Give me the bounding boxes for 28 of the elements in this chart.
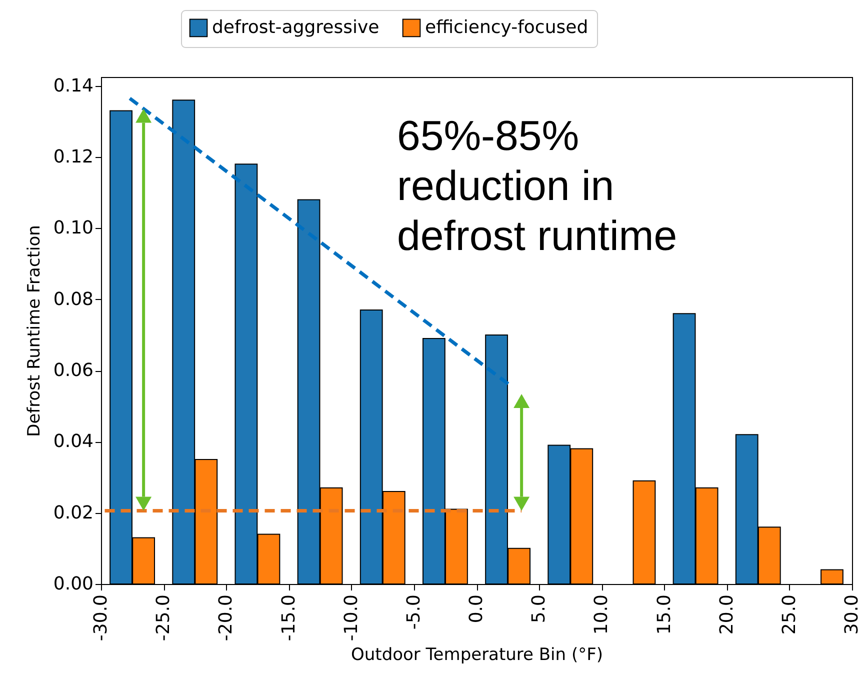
legend-label: defrost-aggressive: [212, 16, 380, 38]
x-tick-label: -30.0: [90, 594, 112, 642]
x-axis-title: Outdoor Temperature Bin (°F): [350, 645, 604, 666]
y-tick-label: 0.04: [53, 431, 94, 452]
y-tick-label: 0.02: [53, 502, 94, 524]
annotation: 65%-85% reduction in defrost runtime: [397, 112, 678, 259]
x-tick-label: 10.0: [591, 594, 612, 635]
y-tick-label: 0.00: [53, 574, 94, 594]
x-tick-label: 15.0: [654, 594, 675, 635]
y-tick-label: 0.14: [53, 75, 94, 96]
x-tick-label: 5.0: [528, 594, 550, 624]
x-tick-label: -25.0: [153, 594, 174, 642]
x-tick-label: 20.0: [716, 594, 738, 635]
x-tick-label: -15.0: [278, 594, 300, 642]
x-tick-label: -20.0: [216, 594, 237, 642]
y-tick-label: 0.06: [53, 360, 94, 382]
x-tick-label: 30.0: [842, 594, 862, 635]
x-tick-label: -5.0: [403, 594, 424, 630]
y-axis-title: Defrost Runtime Fraction: [24, 225, 44, 437]
y-tick-label: 0.10: [53, 218, 94, 239]
bar: [632, 480, 656, 584]
bar: [820, 569, 844, 584]
x-tick-label: -10.0: [340, 594, 362, 642]
x-tick-label: 25.0: [778, 594, 800, 635]
x-tick-label: 0.0: [466, 594, 487, 624]
y-tick-label: 0.08: [53, 288, 94, 310]
y-tick-label: 0.12: [53, 146, 94, 168]
legend-label: efficiency-focused: [425, 16, 588, 38]
